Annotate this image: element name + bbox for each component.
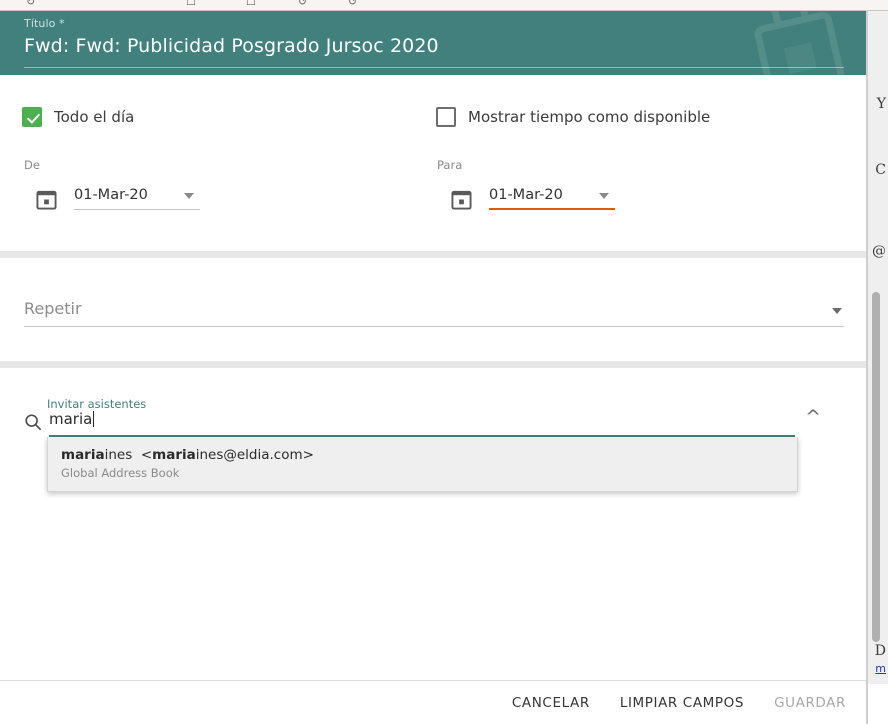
checkbox-unchecked-icon[interactable] [436, 107, 456, 127]
footer-spacer [0, 674, 868, 680]
chevron-down-icon[interactable] [832, 308, 842, 314]
app-logo-watermark-icon [754, 11, 846, 75]
to-date-underline-error [489, 208, 615, 210]
cancel-button[interactable]: CANCELAR [511, 694, 590, 711]
from-date-underline [74, 209, 200, 210]
to-date-row[interactable]: 01-Mar-20 [451, 184, 615, 210]
from-date-row[interactable]: 01-Mar-20 [36, 184, 200, 210]
all-day-row[interactable]: Todo el día [22, 107, 134, 127]
invite-attendees-input[interactable]: maria [49, 410, 795, 436]
calendar-icon [451, 190, 472, 210]
background-history2-icon[interactable]: ↺ [348, 0, 358, 8]
from-date-value: 01-Mar-20 [74, 187, 148, 203]
dialog-header: Título * Fwd: Fwd: Publicidad Posgrado J… [0, 11, 868, 75]
background-window2-icon[interactable]: ☐ [246, 0, 256, 8]
background-toolbar: ↻ ☐ ☐ ↺ ↺ [0, 0, 888, 11]
background-bottom-strip [866, 684, 888, 724]
event-editor-dialog: Título * Fwd: Fwd: Publicidad Posgrado J… [0, 11, 868, 724]
calendar-icon [36, 190, 57, 210]
background-glyph-2: C [875, 162, 886, 178]
background-window-icon[interactable]: ☐ [186, 0, 196, 8]
from-date-field[interactable]: 01-Mar-20 [74, 184, 200, 210]
autocomplete-name-rest: ines [104, 447, 133, 463]
autocomplete-item-source: Global Address Book [61, 466, 180, 480]
chevron-down-icon[interactable] [599, 193, 609, 199]
title-underline [24, 67, 844, 68]
background-glyph-1: Y [876, 96, 886, 112]
show-as-free-label: Mostrar tiempo como disponible [468, 108, 711, 126]
background-scrollbar[interactable] [872, 292, 880, 642]
to-date-field[interactable]: 01-Mar-20 [489, 184, 615, 210]
dialog-right-edge [866, 11, 868, 724]
from-label: De [24, 158, 40, 172]
clear-fields-button[interactable]: LIMPIAR CAMPOS [619, 694, 745, 711]
section-divider [0, 251, 868, 258]
event-title-input[interactable]: Fwd: Fwd: Publicidad Posgrado Jursoc 202… [24, 35, 439, 57]
repeat-field[interactable]: Repetir [24, 299, 844, 327]
autocomplete-email-match: maria [152, 447, 196, 463]
to-date-value: 01-Mar-20 [489, 187, 563, 203]
invite-section: Invitar asistentes maria ^ Solo día labo… [0, 368, 868, 724]
background-glyph-4: D [874, 643, 886, 659]
background-refresh-icon[interactable]: ↻ [26, 0, 36, 8]
autocomplete-name-match: maria [61, 447, 105, 463]
text-cursor [93, 411, 95, 427]
autocomplete-item-display: mariaines <mariaines@eldia.com> [61, 447, 314, 463]
dates-section: Todo el día Mostrar tiempo como disponib… [0, 75, 868, 251]
repeat-underline [24, 326, 844, 327]
all-day-label: Todo el día [54, 108, 135, 126]
to-label: Para [437, 158, 463, 172]
background-link[interactable]: m [875, 662, 886, 675]
save-button[interactable]: GUARDAR [774, 694, 846, 711]
title-field-label: Título * [24, 17, 65, 30]
background-glyph-3: @ [872, 243, 886, 259]
invite-query-text: maria [49, 410, 93, 428]
attendee-autocomplete-dropdown: mariaines <mariaines@eldia.com> Global A… [47, 437, 798, 492]
autocomplete-item[interactable]: mariaines <mariaines@eldia.com> Global A… [48, 437, 797, 491]
chevron-down-icon[interactable] [184, 193, 194, 199]
checkbox-checked-icon[interactable] [22, 107, 42, 127]
section-divider-2 [0, 361, 868, 368]
invite-input-underline [49, 435, 795, 437]
show-as-free-row[interactable]: Mostrar tiempo como disponible [436, 107, 710, 127]
dialog-footer: CANCELAR LIMPIAR CAMPOS GUARDAR [0, 680, 868, 724]
search-icon [25, 414, 42, 431]
background-history-icon[interactable]: ↺ [298, 0, 308, 8]
repeat-section: Repetir [0, 258, 868, 361]
invite-attendees-label: Invitar asistentes [47, 397, 147, 411]
autocomplete-email-rest: ines@eldia.com [195, 447, 303, 463]
chevron-up-icon[interactable]: ^ [805, 406, 821, 428]
repeat-placeholder: Repetir [24, 299, 82, 318]
